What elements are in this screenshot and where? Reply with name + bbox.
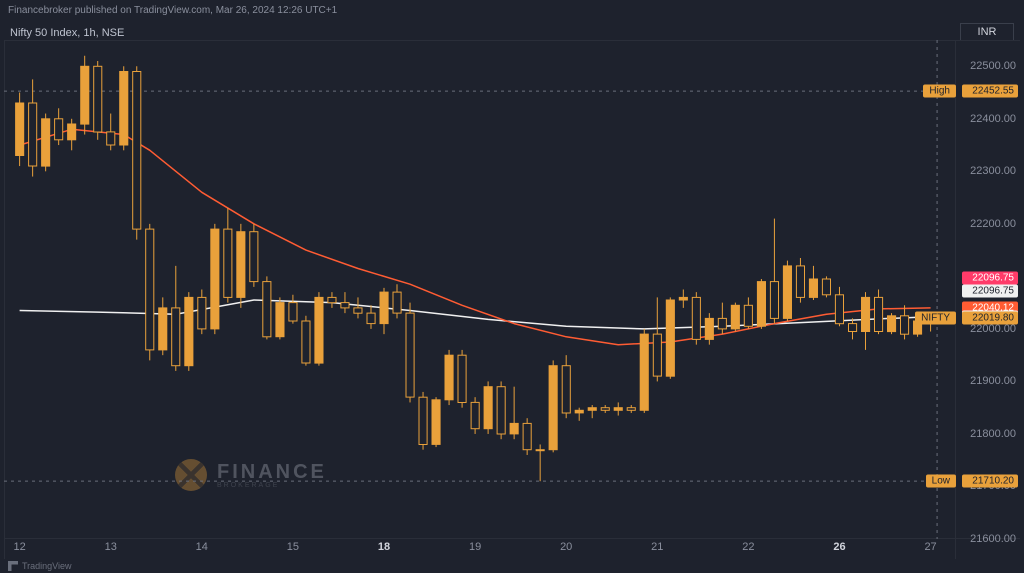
chart-plot-area[interactable]: FINANCE BROKERAGE	[4, 40, 954, 539]
nifty-label: NIFTY	[915, 312, 956, 325]
range-high-tag: 22452.55	[962, 85, 1018, 98]
x-tick: 26	[833, 541, 845, 553]
y-tick: 22400.00	[970, 113, 1016, 125]
x-tick: 19	[469, 541, 481, 553]
footer-text: TradingView	[22, 561, 72, 571]
x-tick: 22	[742, 541, 754, 553]
chart-title: Nifty 50 Index, 1h, NSE	[10, 27, 124, 39]
y-tick: 22500.00	[970, 60, 1016, 72]
x-tick: 20	[560, 541, 572, 553]
x-tick: 27	[924, 541, 936, 553]
y-tick: 21900.00	[970, 375, 1016, 387]
publish-info: Financebroker published on TradingView.c…	[8, 5, 337, 16]
range-high-label: High	[923, 85, 956, 98]
x-tick: 14	[196, 541, 208, 553]
range-low-tag: 21710.20	[962, 475, 1018, 488]
y-tick: 21600.00	[970, 533, 1016, 545]
time-axis[interactable]: 12 13 14 15 18 19 20 21 22 26 27	[4, 539, 954, 559]
x-tick: 15	[287, 541, 299, 553]
price-tag: 22096.75	[962, 272, 1018, 285]
range-low-label: Low	[926, 475, 956, 488]
y-tick: 22300.00	[970, 165, 1016, 177]
price-axis[interactable]: 21600.0021700.0021800.0021900.0022000.00…	[956, 40, 1020, 539]
price-tag: 22096.75	[962, 285, 1018, 298]
x-tick: 12	[13, 541, 25, 553]
nifty-price-tag: 22019.80	[962, 312, 1018, 325]
y-tick: 22200.00	[970, 218, 1016, 230]
x-tick: 18	[378, 541, 390, 553]
tradingview-icon	[8, 561, 18, 571]
footer-attribution: TradingView	[8, 561, 72, 571]
y-tick: 21800.00	[970, 428, 1016, 440]
x-tick: 21	[651, 541, 663, 553]
x-tick: 13	[105, 541, 117, 553]
chart-frame: Financebroker published on TradingView.c…	[0, 0, 1024, 573]
currency-label: INR	[960, 23, 1014, 41]
